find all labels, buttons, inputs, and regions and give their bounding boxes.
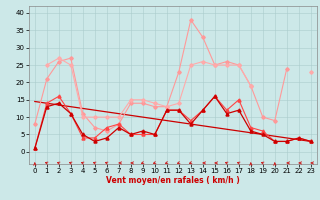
X-axis label: Vent moyen/en rafales ( km/h ): Vent moyen/en rafales ( km/h ) (106, 176, 240, 185)
